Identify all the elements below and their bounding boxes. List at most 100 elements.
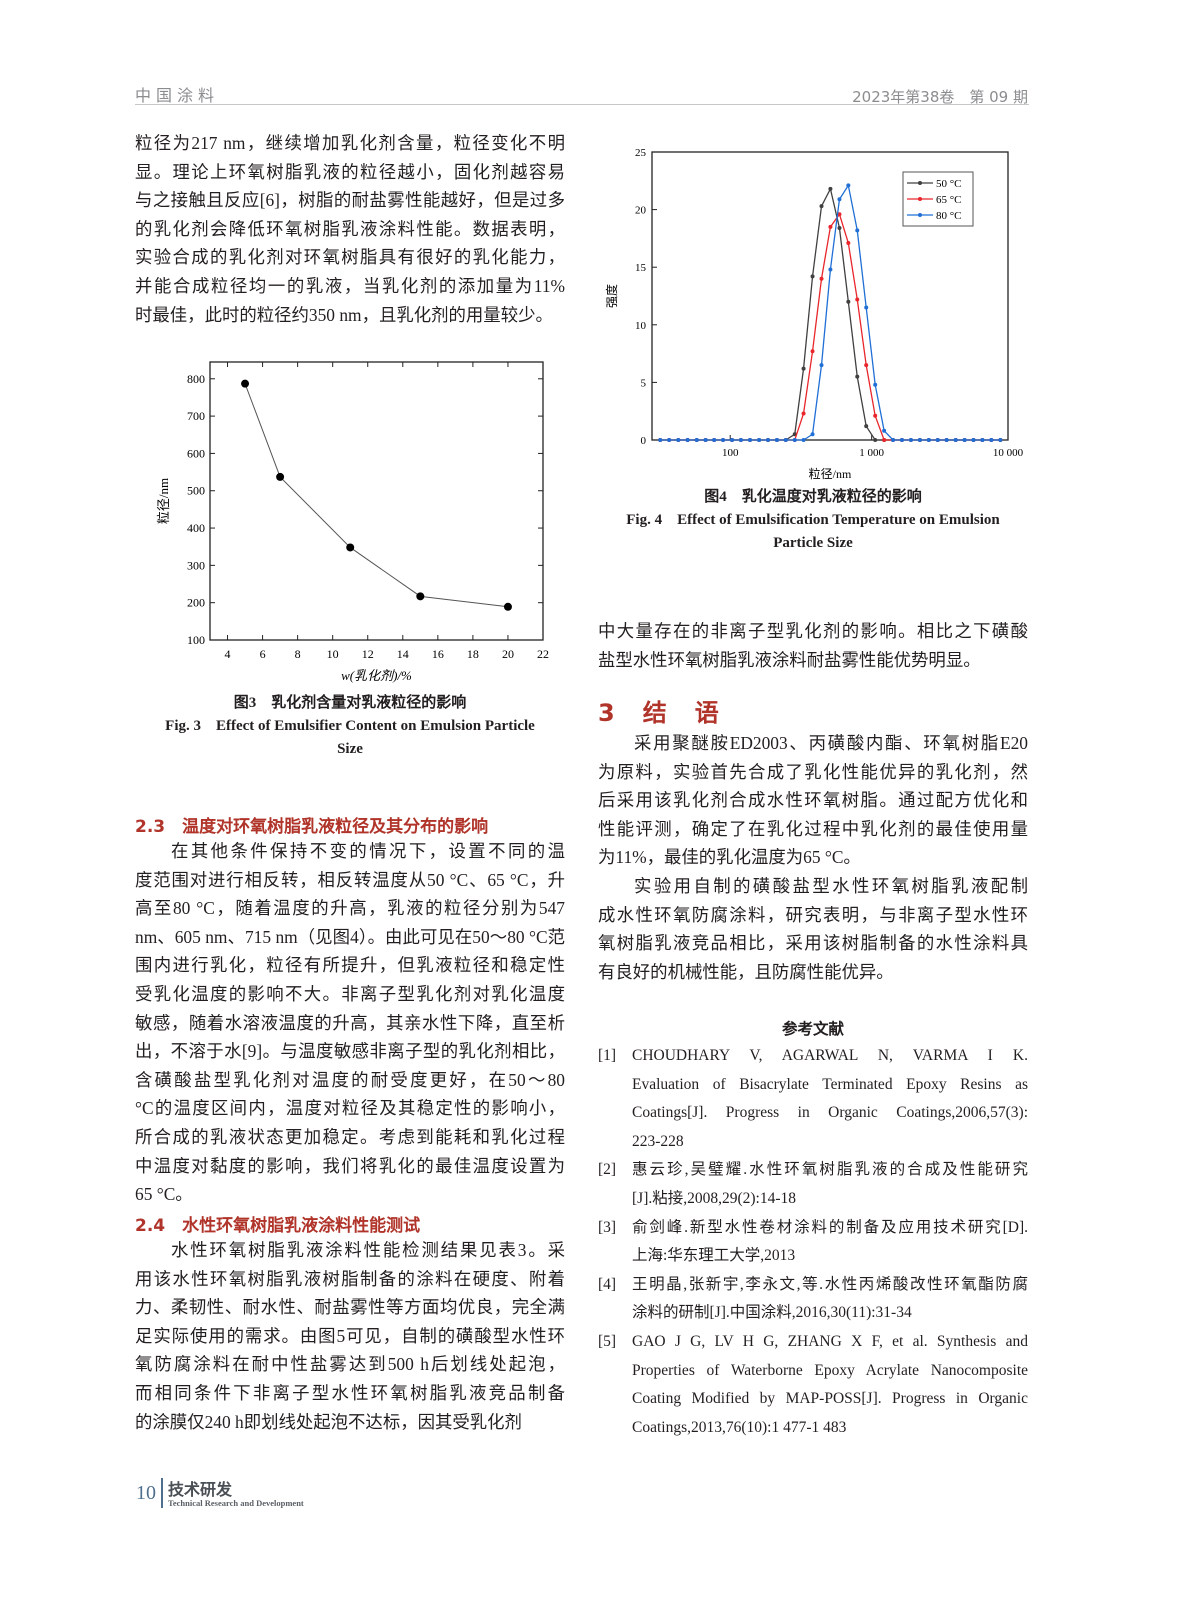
text-line: 粒径为217 nm，继续增加乳化剂含量，粒径变化不明 [135,133,565,153]
journal-name: 中国涂料 [135,86,220,105]
x-tick-label: 4 [225,647,231,661]
data-point [935,438,940,442]
reference-text: Coating Modified by MAP-POSS[J]. Progres… [632,1390,1028,1408]
legend-marker [918,197,922,201]
reference-number: [1] [598,1047,617,1064]
reference-text: [J].粘接,2008,29(2):14-18 [632,1189,797,1207]
figure-4-chart: 100 1 000 10 000 0 5 10 15 20 25 粒径/nm 强度 50 °C 65 °… [604,147,1024,481]
data-point [855,374,860,379]
data-point [971,438,976,442]
data-point [819,276,824,281]
data-point [712,438,717,442]
y-tick-label: 800 [187,372,205,386]
y-tick-label: 15 [635,262,647,274]
fig4-caption-en-line2: Particle Size [773,535,853,551]
data-point [346,543,355,552]
text-line: 后采用该乳化剂合成水性环氧树脂。通过配方优化和 [598,790,1028,811]
x-tick-label: 14 [397,647,409,661]
section-2-4-heading: 2.4 水性环氧树脂乳液涂料性能测试 [135,1216,421,1236]
y-tick-label: 500 [187,484,205,498]
reference-number: [2] [598,1161,617,1179]
y-tick-label: 200 [187,596,205,610]
footer-divider [161,1478,163,1508]
text-line: 的乳化剂会降低环氧树脂乳液涂料性能。数据表明， [135,218,565,239]
text-line: 中大量存在的非离子型乳化剂的影响。相比之下磺酸 [598,621,1028,641]
x-axis-label: w(乳化剂)/% [341,668,412,683]
text-line: 用该水性环氧树脂乳液树脂制备的涂料在硬度、附着 [135,1268,565,1289]
data-point [241,379,250,388]
data-point [503,602,512,611]
text-line: 力、柔韧性、耐水性、耐盐雾性等方面均优良，完全满 [135,1297,565,1318]
section-2-3-body: 在其他条件保持不变的情况下，设置不同的温 度范围对进行相反转，相反转温度从50 °… [135,837,565,1209]
y-axis-label: 粒径/nm [156,478,171,524]
data-point [276,472,285,481]
x-tick-label: 10 000 [993,447,1024,459]
data-point [828,224,833,229]
text-line: 实验合成的乳化剂对环氧树脂具有很好的乳化能力， [135,247,565,268]
y-tick-label: 20 [635,205,647,217]
reference-text: 惠云珍,吴璧耀.水性环氧树脂乳液的合成及性能研究 [632,1161,1028,1179]
text-line: 成水性环氧防腐涂料，研究表明，与非离子型水性环 [598,904,1028,925]
text-line: 足实际使用的需求。由图5可见，自制的磺酸型水性环 [135,1325,565,1346]
reference-item: [3] 俞剑峰.新型水性卷材涂料的制备及应用技术研究[D]. 上海:华东理工大学,2… [598,1214,1028,1271]
reference-text: GAO J G, LV H G, ZHANG X F, et al. Synth… [632,1332,1028,1350]
data-point [810,349,815,354]
data-point [792,438,797,442]
text-line: 与之接触且反应[6]，树脂的耐盐雾性能越好，但是过多 [135,190,565,211]
plot-frame [651,151,1009,441]
text-line: 采用聚醚胺ED2003、丙磺酸内酯、环氧树脂E20 [634,733,1028,753]
data-point [828,267,833,272]
text-line: 时最佳，此时的粒径约350 nm，且乳化剂的用量较少。 [135,304,553,325]
paragraph-continued: 中大量存在的非离子型乳化剂的影响。相比之下磺酸 盐型水性环氧树脂乳液涂料耐盐雾性能… [598,617,1028,674]
text-line: 为11%，最佳的乳化温度为65 °C。 [598,847,861,868]
data-point [667,438,672,442]
reference-number: [3] [598,1218,617,1236]
references-title: 参考文献 [781,1021,844,1038]
data-point [757,438,762,442]
x-tick-label: 100 [722,447,739,459]
text-line: 为原料，实验首先合成了乳化性能优异的乳化剂，然 [598,761,1028,782]
text-line: 出，不溶于水[9]。与温度敏感非离子型的乳化剂相比， [135,1041,565,1062]
reference-text: Properties of Waterborne Epoxy Acrylate … [632,1361,1028,1379]
issue-info: 2023年第38卷 第 09 期 [852,88,1028,106]
data-point [676,438,681,442]
data-point [855,228,860,233]
data-point [899,438,904,442]
data-point [810,432,815,437]
text-line: 高至80 °C，随着温度的升高，乳液的粒径分别为547 [135,898,565,919]
y-tick-label: 5 [641,377,647,389]
text-line: 性能评测，确定了在乳化过程中乳化剂的最佳使用量 [598,818,1028,839]
text-line: 水性环氧树脂乳液涂料性能检测结果见表3。采 [171,1240,565,1260]
data-point [694,438,699,442]
reference-text: 上海:华东理工大学,2013 [632,1247,796,1265]
text-line: 的涂膜仅240 h即划线处起泡不达标，因其受乳化剂 [135,1411,522,1432]
data-point [873,413,878,418]
reference-text: CHOUDHARY V, AGARWAL N, VARMA I K. [632,1047,1028,1064]
data-point [703,438,708,442]
plot-frame [209,361,544,641]
data-point [846,241,851,246]
footer-section-en: Technical Research and Development [168,1498,304,1508]
x-tick-label: 10 [327,647,339,661]
x-tick-label: 22 [537,647,549,661]
text-line: 围内进行乳化，粒径有所提升，但乳液粒径和稳定性 [135,955,565,976]
x-axis-label: 粒径/nm [809,466,852,481]
reference-number: [5] [598,1332,617,1350]
text-line: 显。理论上环氧树脂乳液的粒径越小，固化剂越容易 [135,161,565,182]
series-line [660,212,1001,441]
x-tick-label: 12 [362,647,374,661]
reference-text: 涂料的研制[J].中国涂料,2016,30(11):31-34 [632,1304,912,1322]
data-point [998,438,1003,442]
text-line: 度范围对进行相反转，相反转温度从50 °C、65 °C，升 [135,869,565,890]
data-point [864,363,869,368]
reference-text: 王明晶,张新宇,李永文,等.水性丙烯酸改性环氧酯防腐 [632,1275,1028,1293]
legend-marker [918,213,922,217]
data-point [658,438,663,442]
data-point [819,363,824,368]
y-tick-label: 100 [187,633,205,647]
y-tick-label: 0 [641,435,647,447]
y-tick-label: 25 [635,147,647,159]
text-line: 并能合成粒径均一的乳液，当乳化剂的添加量为11% [135,275,565,296]
y-tick-label: 700 [187,409,205,423]
fig4-caption-cn: 图4 乳化温度对乳液粒径的影响 [704,489,922,505]
